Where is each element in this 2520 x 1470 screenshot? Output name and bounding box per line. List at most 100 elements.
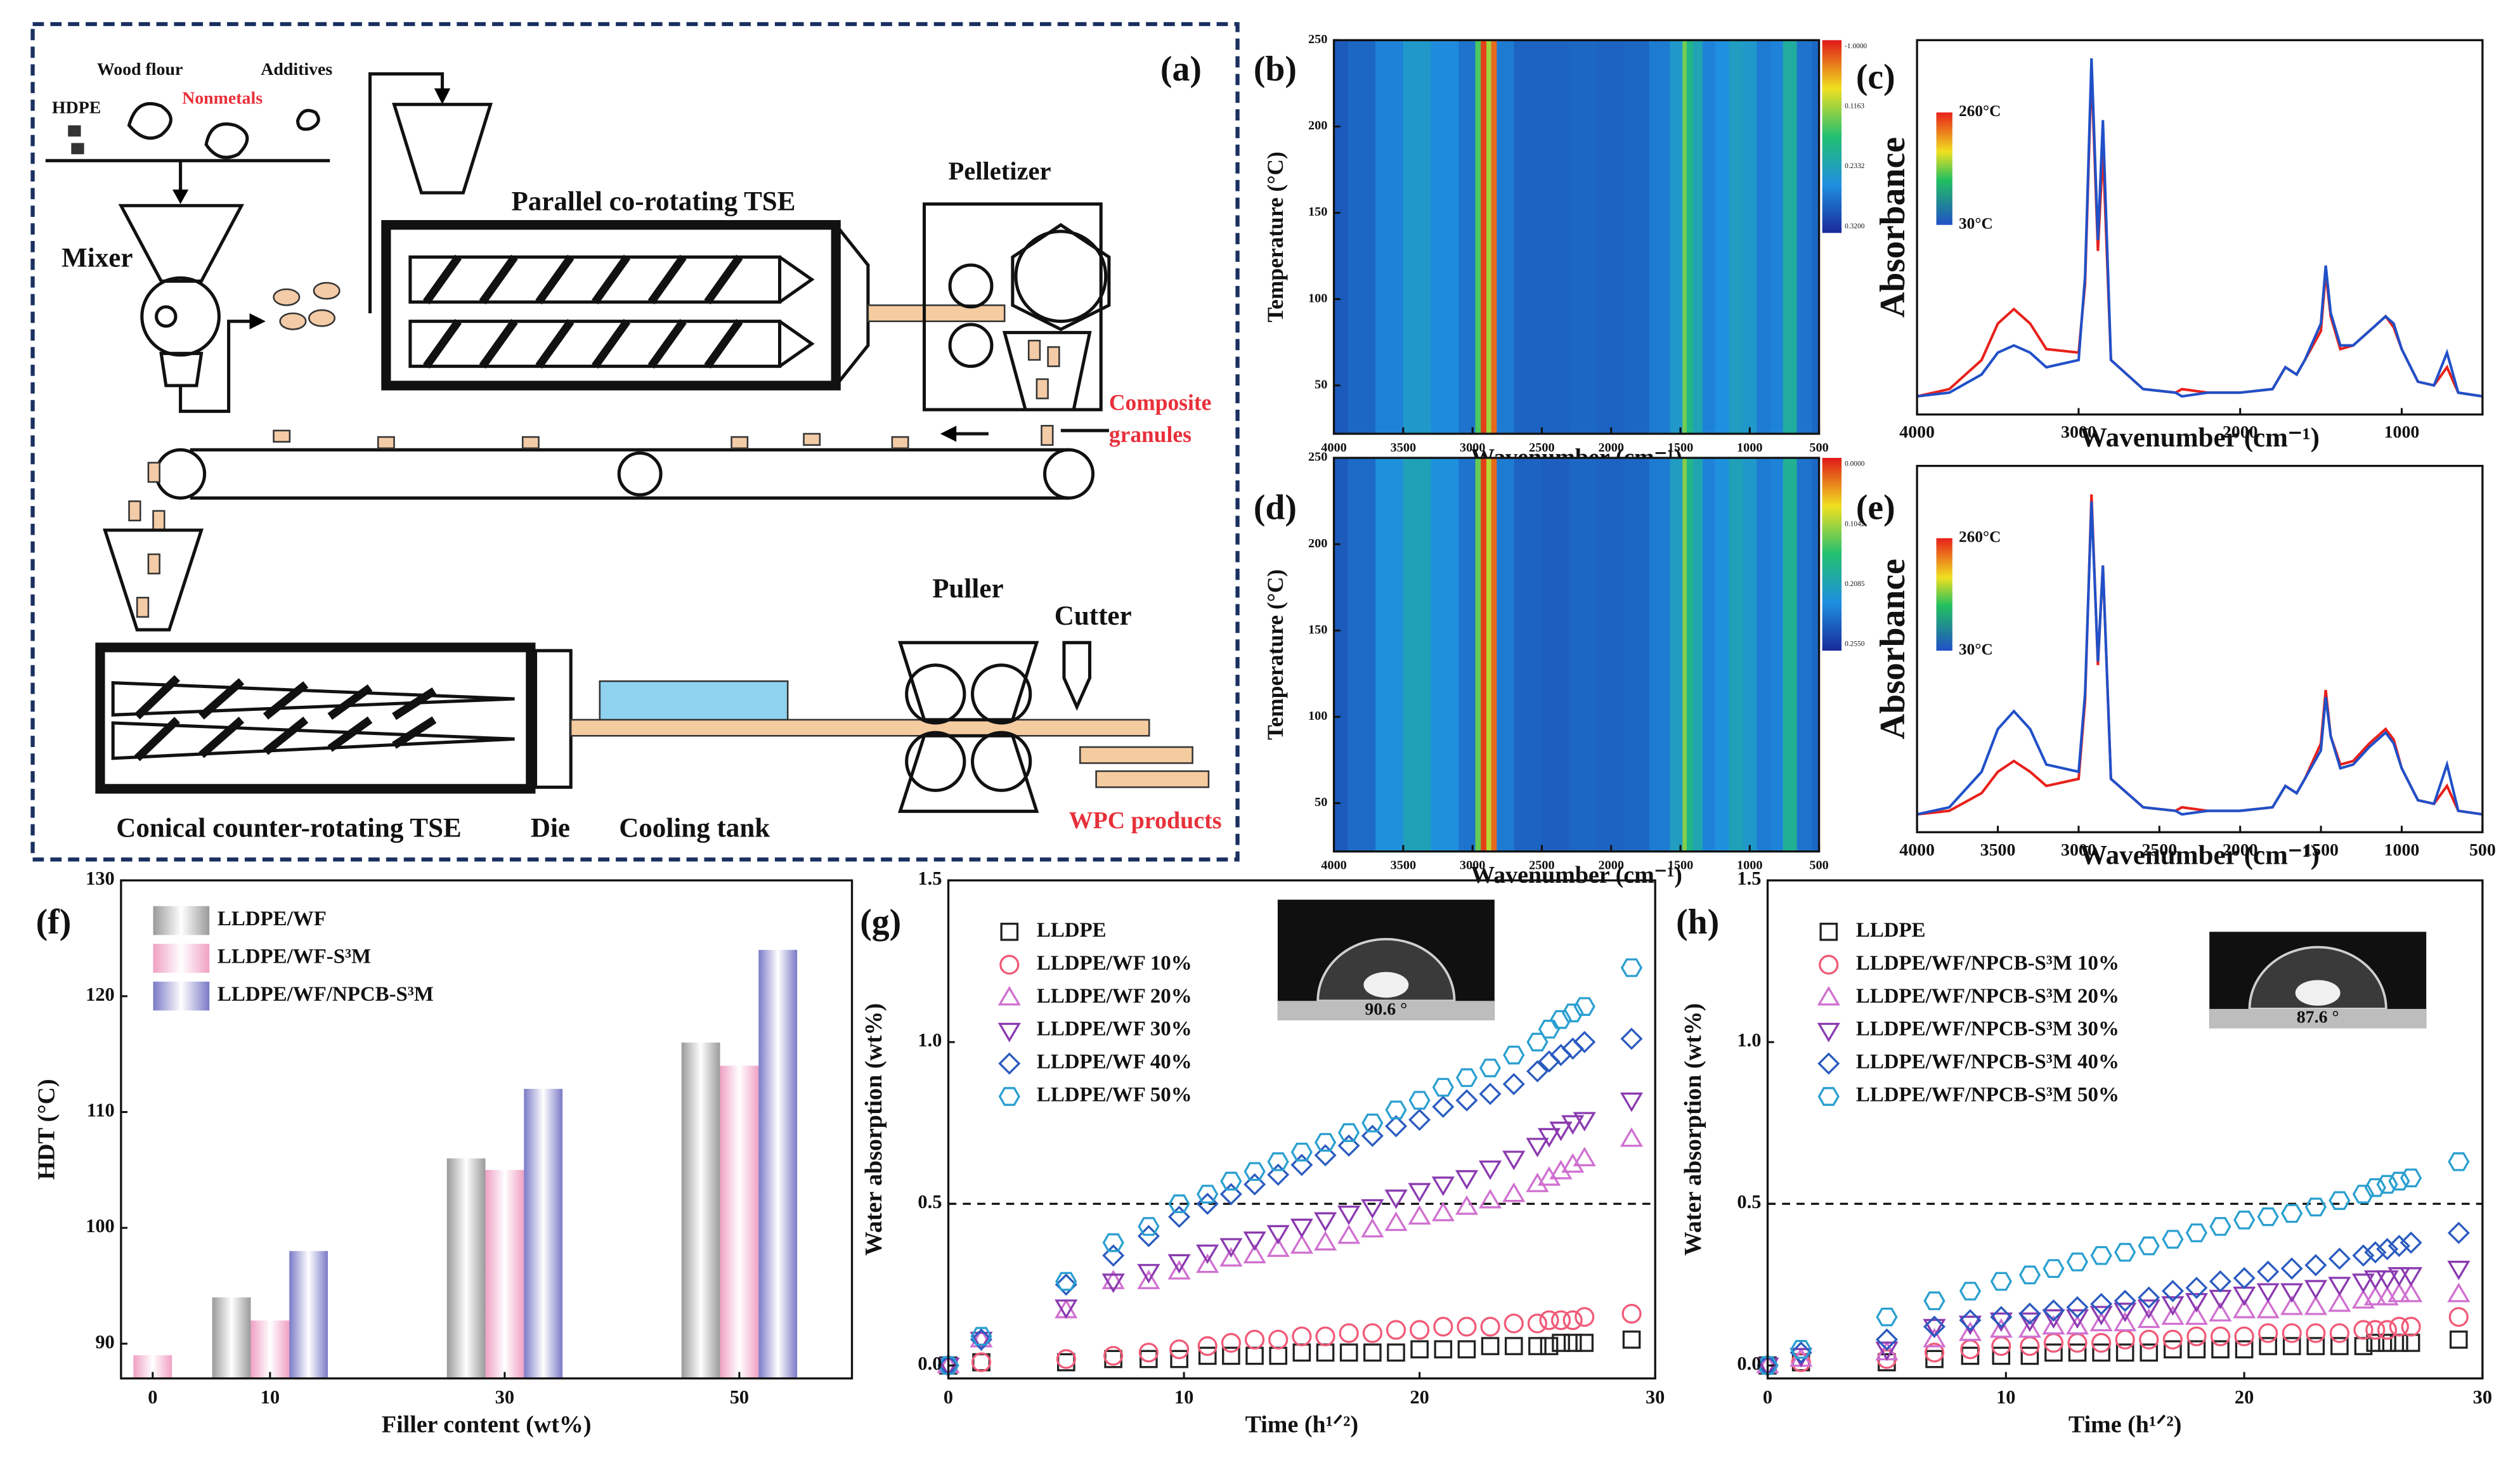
marker	[2448, 1152, 2470, 1171]
y-tick-label: 0.0	[1737, 1353, 1761, 1374]
marker	[2387, 1282, 2411, 1303]
marker	[1055, 1299, 1078, 1319]
panel-label: (g)	[860, 902, 901, 942]
droplet	[1316, 937, 1456, 1003]
marker	[2089, 1306, 2113, 1325]
marker	[2259, 1337, 2277, 1355]
heat-band	[1348, 40, 1376, 434]
color-legend-bar	[1936, 112, 1952, 225]
marker	[1432, 1095, 1455, 1118]
marker	[2389, 1317, 2409, 1337]
marker	[1561, 1153, 1585, 1173]
heat-band	[1458, 458, 1476, 852]
colorbar-label: 0.2332	[1845, 162, 1865, 170]
x-tick-label: 3000	[1460, 441, 1486, 455]
marker	[1539, 1310, 1559, 1330]
panel-label: (e)	[1856, 488, 1895, 527]
marker	[2306, 1323, 2326, 1343]
marker	[1267, 1163, 1290, 1186]
marker	[2020, 1336, 2040, 1356]
marker	[2162, 1230, 2184, 1249]
heat-band	[1670, 458, 1684, 852]
marker	[1290, 1142, 1313, 1162]
heat-band	[1375, 40, 1404, 434]
marker	[2137, 1299, 2160, 1319]
x-tick-label: 2500	[1529, 859, 1555, 873]
reflection	[1363, 972, 1409, 998]
marker	[1408, 1109, 1431, 1131]
marker	[1266, 1225, 1290, 1245]
panel-label: (c)	[1856, 57, 1895, 96]
legend-marker	[1817, 1052, 1840, 1075]
heat-band	[1702, 40, 1716, 434]
x-tick-label: 30	[2473, 1386, 2492, 1408]
heat-band	[1497, 40, 1515, 434]
bar	[289, 1251, 328, 1379]
marker	[970, 1328, 992, 1351]
x-tick-label: 4000	[1899, 840, 1935, 860]
marker	[2363, 1285, 2387, 1306]
y-tick-label: 120	[86, 984, 115, 1005]
marker	[1924, 1343, 1945, 1363]
marker	[2185, 1292, 2209, 1313]
marker	[2044, 1343, 2063, 1362]
y-tick-label: 0.5	[918, 1191, 942, 1213]
x-tick-label: 1500	[1668, 859, 1693, 873]
diagram-label: Cooling tank	[619, 814, 770, 843]
marker	[1989, 1318, 2013, 1338]
bar	[250, 1320, 290, 1379]
y-tick-label: 100	[86, 1215, 115, 1237]
marker	[1168, 1206, 1191, 1228]
x-tick-label: 500	[1809, 859, 1828, 873]
marker	[2185, 1223, 2208, 1242]
diagram-label: Composite	[1109, 390, 1212, 415]
marker	[1526, 1138, 1549, 1157]
marker	[2363, 1270, 2387, 1290]
marker	[2114, 1289, 2136, 1312]
marker	[1479, 1083, 1502, 1105]
x-tick-label: 500	[2469, 840, 2496, 860]
marker	[1550, 1010, 1572, 1029]
panel: LLDPE LLDPE/WF 10% LLDPE/WF 20% LLDPE/WF 30…	[860, 868, 1665, 1438]
marker	[2233, 1210, 2256, 1230]
marker	[1315, 1133, 1337, 1152]
marker	[1575, 1307, 1595, 1327]
marker	[971, 1352, 992, 1372]
marker	[2042, 1299, 2065, 1322]
panel: LLDPE LLDPE/WF/NPCB-S³M 10% LLDPE/WF/NPCB-…	[1676, 868, 2492, 1438]
marker	[2042, 1315, 2065, 1335]
legend-swatch	[153, 944, 210, 973]
marker	[1102, 1244, 1125, 1267]
marker	[1455, 1068, 1478, 1088]
y-tick-label: 150	[1308, 623, 1327, 637]
marker	[1316, 1343, 1335, 1362]
marker	[2304, 1280, 2327, 1300]
marker	[2400, 1232, 2422, 1254]
marker	[1502, 1072, 1525, 1096]
marker	[1573, 1147, 1596, 1167]
marker	[2401, 1334, 2420, 1352]
colorbar-label: 0.2550	[1845, 640, 1865, 647]
heat-band	[1497, 458, 1515, 852]
marker	[1528, 1337, 1547, 1355]
legend-marker	[997, 1022, 1021, 1043]
marker	[1455, 1089, 1478, 1112]
marker	[1478, 1188, 1502, 1209]
plot-frame	[120, 879, 854, 1380]
heat-band	[1348, 458, 1376, 852]
marker	[2366, 1334, 2385, 1352]
heat-band	[1649, 458, 1671, 852]
bar	[485, 1169, 524, 1379]
marker	[1290, 1154, 1313, 1176]
marker	[1561, 1115, 1585, 1135]
marker	[2043, 1332, 2064, 1353]
marker	[1055, 1273, 1077, 1296]
heat-band	[1542, 458, 1570, 852]
marker	[2353, 1320, 2374, 1340]
marker	[2256, 1298, 2280, 1318]
marker	[1169, 1339, 1190, 1360]
legend-label: LLDPE/WF/NPCB-S³M 30%	[1856, 1018, 2119, 1041]
colorbar-label: 0.1163	[1845, 103, 1864, 110]
heat-band	[1682, 458, 1687, 852]
marker	[1101, 1273, 1125, 1294]
